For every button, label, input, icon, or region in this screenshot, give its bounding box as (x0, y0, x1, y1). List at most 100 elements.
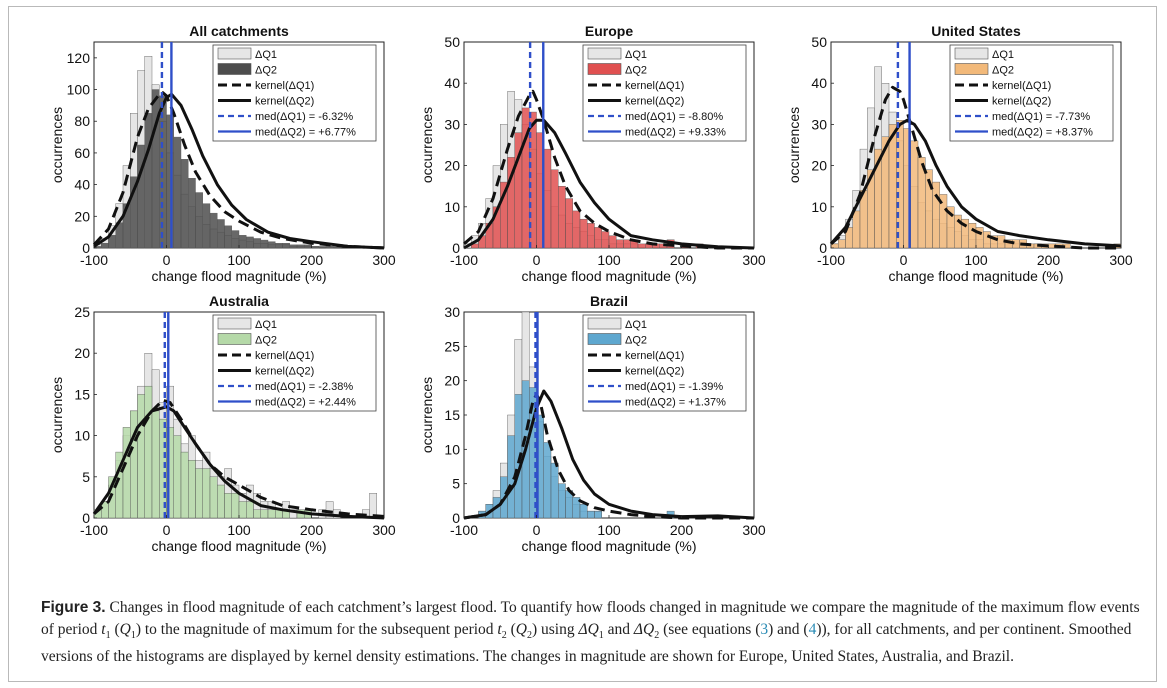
equation-3-link[interactable]: 3 (760, 620, 769, 638)
histogram-bar-dq2 (601, 231, 610, 249)
histogram-bar-dq2 (543, 148, 552, 249)
legend-box (949, 44, 1114, 142)
legend-box (582, 44, 747, 142)
histogram-bar-dq2 (253, 509, 261, 519)
y-tick-label: 25 (444, 338, 460, 354)
x-tick-label: 0 (900, 252, 908, 268)
histogram-bar-dq2 (224, 225, 232, 249)
legend-label: ΔQ1 (625, 49, 647, 61)
legend-box (212, 44, 377, 142)
histogram-bar-dq2 (202, 468, 211, 519)
histogram-bar-dq2 (246, 236, 254, 249)
histogram-bar-dq2 (238, 235, 247, 249)
legend-swatch-dq1 (217, 47, 252, 60)
histogram-bar-dq2 (282, 243, 290, 249)
legend-label: kernel(ΔQ1) (255, 350, 314, 362)
legend-label: kernel(ΔQ1) (255, 80, 314, 92)
y-tick-label: 50 (811, 34, 827, 50)
caption-text-1: Changes in flood magnitude of each catch… (41, 599, 1140, 638)
x-axis-label: change flood magnitude (%) (521, 538, 696, 554)
x-tick-label: 300 (742, 252, 766, 268)
legend-label: ΔQ1 (255, 49, 277, 61)
histogram-bar-dq2 (565, 198, 573, 249)
caption-text-9: )), for all catchments, and per continen… (41, 620, 1132, 666)
histogram-bar-dq2 (231, 230, 240, 249)
y-tick-label: 60 (74, 145, 90, 161)
caption-text-4: ( (506, 620, 516, 638)
y-tick-label: 10 (74, 428, 90, 444)
x-axis-label: change flood magnitude (%) (151, 268, 326, 284)
y-tick-label: 30 (444, 116, 460, 132)
histogram-bar-dq2 (594, 227, 602, 249)
legend-label: med(ΔQ2) = +1.37% (625, 397, 726, 409)
y-tick-label: 120 (67, 50, 91, 66)
y-tick-label: 0 (82, 240, 90, 256)
y-tick-label: 50 (444, 34, 460, 50)
legend-swatch-dq2 (954, 63, 989, 75)
caption-t1-sub: 1 (105, 629, 111, 641)
histogram-bar-dq2 (550, 462, 559, 519)
kernel-dq2-curve (463, 389, 755, 520)
legend-label: ΔQ2 (255, 335, 277, 347)
histogram-bar-dq2 (202, 203, 211, 249)
histogram-bar-dq2 (224, 493, 232, 519)
legend-label: ΔQ1 (625, 319, 647, 331)
legend: ΔQ1 ΔQ2 kernel(ΔQ1) kernel(ΔQ2) med(ΔQ1) = -… (949, 44, 1114, 142)
histogram-bar-dq2 (852, 210, 861, 249)
histogram-bar-dq2 (325, 246, 334, 249)
histogram-bar-dq2 (637, 243, 646, 249)
x-tick-label: -100 (80, 522, 108, 538)
legend-label: med(ΔQ1) = -1.39% (625, 381, 723, 393)
histogram-bar-dq2 (594, 510, 602, 519)
caption-dq1-sub: 1 (598, 629, 604, 641)
histogram-bar-dq2 (932, 181, 940, 249)
histogram-bar-dq2 (238, 501, 247, 519)
legend-label: med(ΔQ1) = -8.80% (625, 111, 723, 123)
y-tick-label: 5 (452, 476, 460, 492)
equation-4-link[interactable]: 4 (808, 620, 817, 638)
caption-text-8: ) and ( (768, 620, 809, 638)
caption-q2: Q (515, 620, 527, 638)
legend-label: med(ΔQ2) = +8.37% (992, 127, 1093, 139)
y-tick-label: 40 (74, 177, 90, 193)
legend-label: ΔQ1 (992, 49, 1014, 61)
caption-text-2: ( (110, 620, 120, 638)
x-tick-label: 300 (372, 522, 396, 538)
legend: ΔQ1 ΔQ2 kernel(ΔQ1) kernel(ΔQ2) med(ΔQ1) = -… (212, 314, 377, 412)
y-tick-label: 100 (67, 82, 91, 98)
legend-swatch-dq1 (587, 47, 622, 60)
histogram-bar-dq2 (267, 241, 276, 249)
histogram-bar-dq2 (151, 410, 160, 519)
histogram-bar-dq2 (616, 239, 624, 249)
histogram-bar-dq2 (195, 192, 203, 249)
legend-label: ΔQ2 (625, 65, 647, 77)
histogram-bar-dq2 (144, 385, 153, 519)
histogram-bar-dq2 (558, 185, 566, 249)
y-tick-label: 0 (452, 510, 460, 526)
histogram-bar-dq2 (195, 468, 203, 519)
legend-swatch-dq2 (587, 63, 622, 75)
histogram-bar-dq2 (579, 504, 588, 519)
histogram-bar-dq2 (587, 510, 595, 519)
caption-q2-sub: 2 (526, 629, 532, 641)
figure-caption: Figure 3. Changes in flood magnitude of … (41, 597, 1146, 668)
kernel-dq2-curve (92, 405, 385, 520)
x-tick-label: -100 (450, 252, 478, 268)
caption-text-7: (see equations ( (659, 620, 761, 638)
caption-text-3: ) to the magnitude of maximum for the su… (135, 620, 498, 638)
histogram-bar-dq2 (910, 140, 919, 249)
legend-box (212, 314, 377, 412)
histogram-bar-dq2 (543, 442, 552, 519)
y-tick-label: 10 (444, 199, 460, 215)
caption-dq2-sub: 2 (654, 629, 660, 641)
chart-title: Europe (585, 23, 633, 39)
y-tick-label: 20 (811, 158, 827, 174)
y-tick-label: 20 (444, 158, 460, 174)
x-tick-label: 100 (227, 522, 251, 538)
legend-swatch-dq2 (587, 333, 622, 345)
legend: ΔQ1 ΔQ2 kernel(ΔQ1) kernel(ΔQ2) med(ΔQ1) = -… (582, 314, 747, 412)
histogram-bar-dq2 (137, 394, 145, 519)
caption-t2-sub: 2 (501, 629, 507, 641)
legend-swatch-dq1 (587, 317, 622, 330)
